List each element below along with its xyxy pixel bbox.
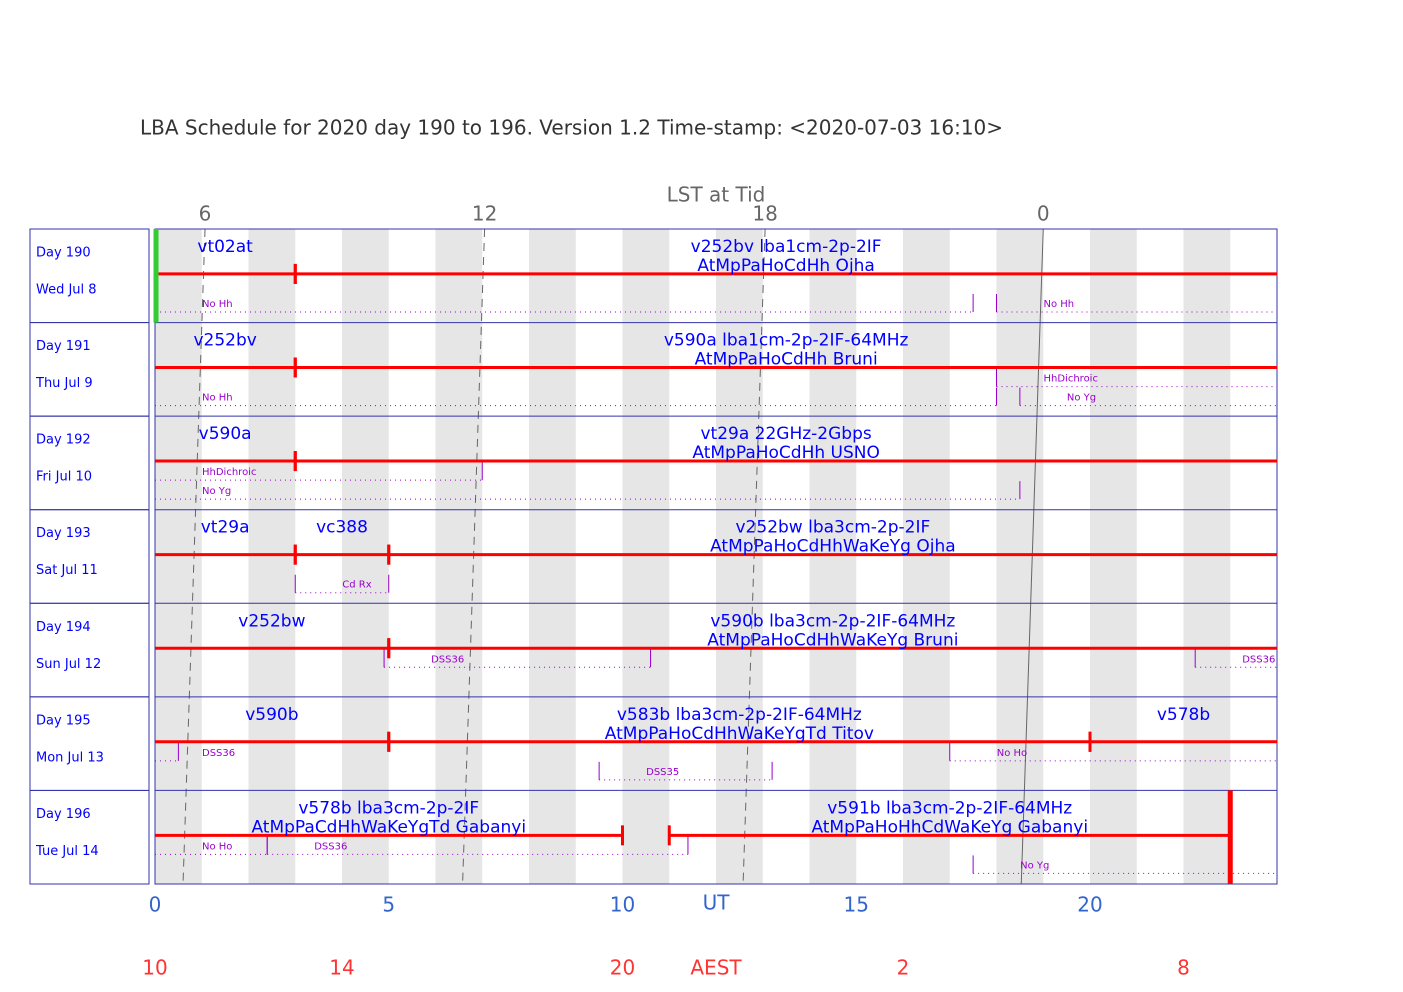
- experiment-name: v252bv: [193, 331, 256, 351]
- date-label: Sat Jul 11: [36, 563, 98, 578]
- date-label: Sun Jul 12: [36, 657, 101, 672]
- experiment-stations: AtMpPaHoCdHh Bruni: [695, 350, 878, 370]
- experiment-name: v583b lba3cm-2p-2IF-64MHz: [617, 705, 862, 725]
- date-label: Fri Jul 10: [36, 470, 92, 485]
- hour-band: [248, 229, 296, 884]
- note-label: No Hh: [202, 393, 233, 404]
- x-tick-label: 10: [610, 893, 635, 917]
- hour-band: [529, 229, 576, 884]
- experiment-name: v590b lba3cm-2p-2IF-64MHz: [710, 611, 955, 631]
- experiment-stations: AtMpPaHoCdHh Ojha: [697, 256, 874, 276]
- hour-band: [155, 229, 202, 884]
- day-box: [29, 509, 150, 604]
- hour-band: [622, 229, 670, 884]
- hour-band: [1183, 229, 1231, 884]
- day-label: Day 193: [36, 526, 91, 541]
- date-label: Mon Jul 13: [36, 750, 104, 765]
- note-label: DSS36: [431, 654, 464, 665]
- x-tick-label: 5: [382, 893, 395, 917]
- date-label: Wed Jul 8: [36, 283, 97, 298]
- lst-label: LST at Tid: [667, 183, 766, 207]
- day-label: Day 191: [36, 339, 91, 354]
- lst-line: [742, 228, 766, 885]
- day-box: [29, 228, 150, 324]
- note-label: DSS36: [314, 841, 347, 852]
- note-label: No Hh: [1044, 299, 1075, 310]
- note-label: No Yg: [202, 486, 231, 497]
- note-label: No Yg: [1020, 860, 1049, 871]
- lst-tick-label: 12: [472, 202, 497, 226]
- note-label: No Ho: [202, 841, 232, 852]
- experiment-name: vt02at: [197, 237, 253, 257]
- plot-frame: [154, 228, 1278, 885]
- experiment-name: v578b: [1157, 705, 1210, 725]
- experiment-name: v590a lba1cm-2p-2IF-64MHz: [664, 331, 909, 351]
- hour-band: [996, 229, 1044, 884]
- experiment-name: v590a: [199, 424, 252, 444]
- experiment-name: v578b lba3cm-2p-2IF: [298, 798, 479, 818]
- x-tick-label: 0: [149, 893, 162, 917]
- x-tick-label: 20: [1077, 893, 1102, 917]
- date-label: Tue Jul 14: [35, 844, 99, 859]
- experiment-stations: AtMpPaCdHhWaKeYgTd Gabanyi: [251, 817, 526, 837]
- aest-label: AEST: [690, 956, 742, 980]
- lst-tick-label: 18: [752, 202, 777, 226]
- day-label: Day 190: [36, 246, 91, 261]
- aest-tick-label: 10: [142, 956, 167, 980]
- note-label: No Yg: [1067, 393, 1096, 404]
- day-box: [29, 696, 150, 791]
- experiment-name: v591b lba3cm-2p-2IF-64MHz: [827, 798, 1072, 818]
- aest-tick-label: 20: [610, 956, 635, 980]
- x-axis-label: UT: [703, 891, 731, 915]
- day-label: Day 195: [36, 713, 91, 728]
- chart-title: LBA Schedule for 2020 day 190 to 196. Ve…: [140, 116, 1003, 140]
- note-label: HhDichroic: [202, 467, 256, 478]
- note-label: DSS36: [202, 748, 235, 759]
- date-label: Thu Jul 9: [35, 376, 93, 391]
- hour-band: [716, 229, 763, 884]
- experiment-name: v252bw: [238, 611, 305, 631]
- experiment-stations: AtMpPaHoCdHhWaKeYgTd Titov: [605, 724, 874, 744]
- experiment-name: v590b: [245, 705, 298, 725]
- lst-line: [182, 228, 206, 885]
- hour-band: [809, 229, 857, 884]
- aest-tick-label: 2: [897, 956, 910, 980]
- hour-band: [903, 229, 950, 884]
- aest-tick-label: 14: [329, 956, 354, 980]
- experiment-name: vt29a: [201, 518, 250, 538]
- note-label: No Ho: [997, 748, 1027, 759]
- lst-line: [462, 228, 486, 885]
- lst-tick-label: 6: [199, 202, 212, 226]
- day-box: [29, 415, 150, 511]
- day-box: [29, 789, 150, 885]
- day-label: Day 194: [36, 620, 91, 635]
- x-tick-label: 15: [844, 893, 869, 917]
- day-box: [29, 602, 150, 698]
- lst-line: [1020, 228, 1044, 885]
- lst-tick-label: 0: [1037, 202, 1050, 226]
- day-label: Day 192: [36, 433, 91, 448]
- experiment-stations: AtMpPaHoCdHhWaKeYg Bruni: [707, 630, 958, 650]
- hour-band: [1090, 229, 1137, 884]
- hour-band: [435, 229, 483, 884]
- hour-band: [342, 229, 389, 884]
- experiment-stations: AtMpPaHoCdHhWaKeYg Ojha: [710, 537, 956, 557]
- experiment-name: v252bw lba3cm-2p-2IF: [736, 518, 931, 538]
- note-label: DSS35: [646, 767, 679, 778]
- day-label: Day 196: [36, 807, 91, 822]
- note-label: No Hh: [202, 299, 233, 310]
- note-label: Cd Rx: [342, 580, 371, 591]
- experiment-name: vt29a 22GHz-2Gbps: [700, 424, 871, 444]
- day-box: [29, 322, 150, 417]
- experiment-stations: AtMpPaHoCdHh USNO: [692, 443, 880, 463]
- note-label: DSS36: [1242, 654, 1275, 665]
- experiment-name: vc388: [316, 518, 368, 538]
- aest-tick-label: 8: [1177, 956, 1190, 980]
- note-label: HhDichroic: [1044, 374, 1098, 385]
- experiment-stations: AtMpPaHoHhCdWaKeYg Gabanyi: [811, 817, 1088, 837]
- experiment-name: v252bv lba1cm-2p-2IF: [691, 237, 882, 257]
